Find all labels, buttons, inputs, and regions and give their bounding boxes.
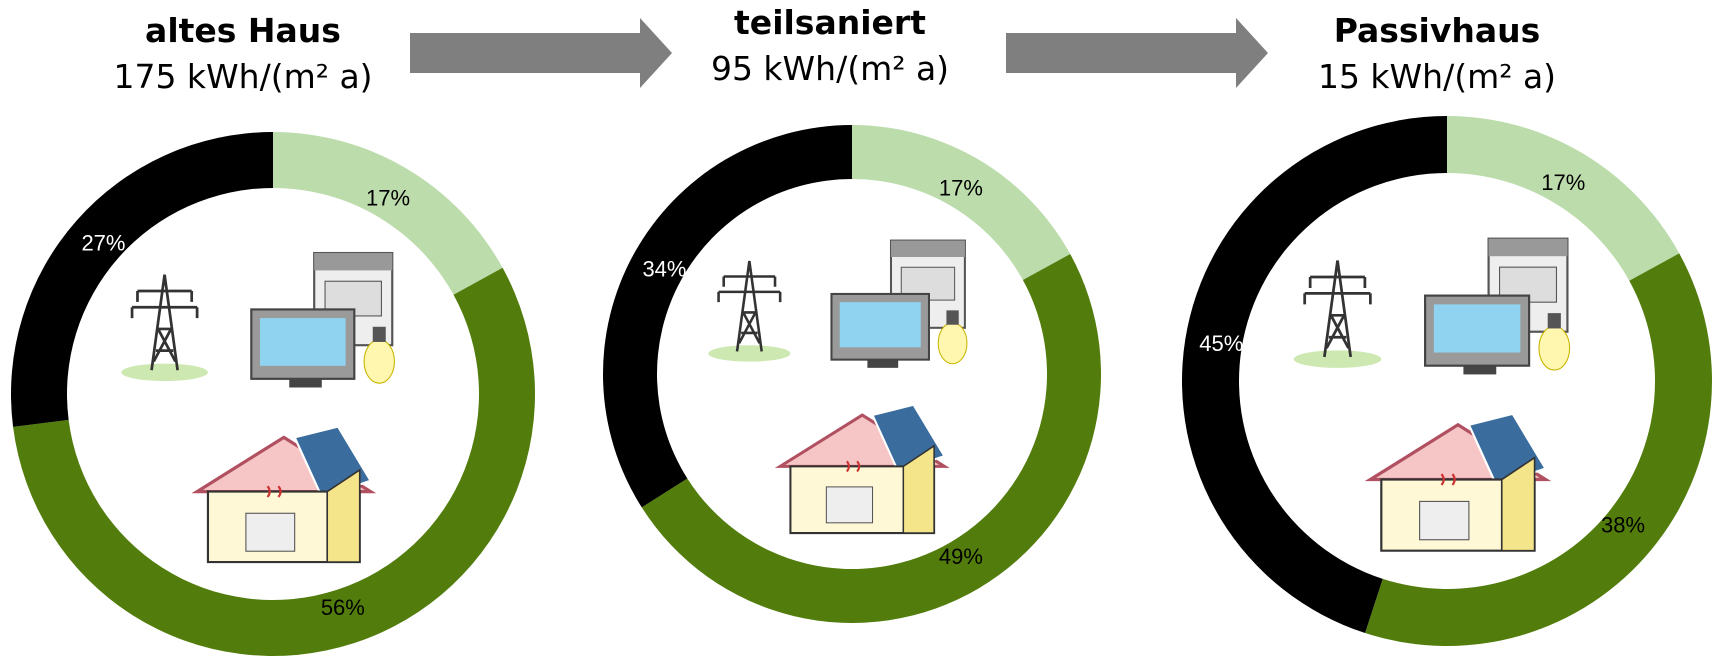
chart-title: altes Haus [145, 11, 341, 50]
donut-segment [641, 254, 1101, 623]
value-label: 17% [366, 185, 410, 210]
icons [119, 251, 397, 564]
donut-segment [1365, 253, 1713, 647]
value-label: 45% [1199, 331, 1243, 356]
chart-title: teilsaniert [734, 3, 926, 42]
donut-chart: Passivhaus 15 kWh/(m² a) 17% 38% 45% [1182, 11, 1713, 647]
donut-segment [1447, 116, 1680, 281]
value-label: 34% [642, 257, 686, 282]
icons [1292, 237, 1572, 553]
arrows [410, 18, 1268, 88]
chart-subtitle: 15 kWh/(m² a) [1318, 57, 1556, 96]
donut-segment [273, 132, 503, 295]
icons [706, 239, 969, 535]
value-label: 38% [1601, 512, 1645, 537]
arrow [410, 18, 672, 88]
donut-segment [1182, 116, 1447, 634]
value-label: 49% [939, 544, 983, 569]
value-label: 17% [1541, 170, 1585, 195]
value-label: 17% [939, 176, 983, 201]
value-label: 56% [321, 595, 365, 620]
donut-segment [13, 267, 536, 656]
donut-segment [10, 132, 273, 427]
arrow [1006, 18, 1268, 88]
donut-segment [852, 125, 1071, 281]
chart-subtitle: 95 kWh/(m² a) [711, 49, 949, 88]
chart-title: Passivhaus [1334, 11, 1541, 50]
value-label: 27% [81, 230, 125, 255]
donut-segment [603, 125, 852, 508]
donut-chart: altes Haus 175 kWh/(m² a) 17% 56% 27% [10, 11, 536, 656]
chart-subtitle: 175 kWh/(m² a) [113, 57, 372, 96]
donut-chart: teilsaniert 95 kWh/(m² a) 17% 49% 34% [603, 3, 1101, 623]
